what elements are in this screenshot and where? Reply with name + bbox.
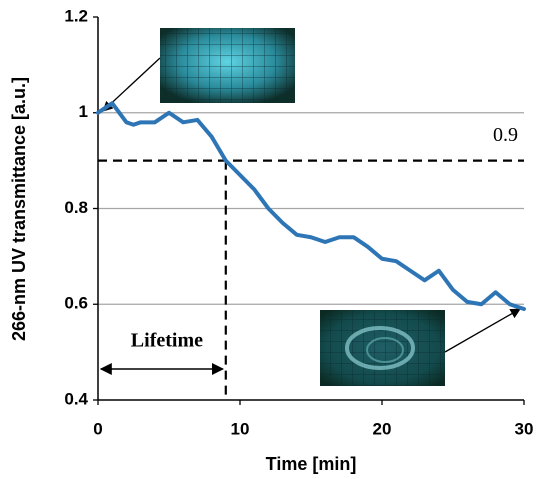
inset-photo-end bbox=[320, 308, 521, 386]
y-tick-label: 1 bbox=[79, 102, 88, 121]
x-tick-label: 30 bbox=[515, 419, 534, 438]
x-tick-label: 10 bbox=[231, 419, 250, 438]
y-axis-label: 266-nm UV transmittance [a.u.] bbox=[9, 77, 29, 341]
x-axis-label: Time [min] bbox=[266, 454, 357, 474]
annotation: Lifetime bbox=[131, 330, 203, 352]
y-tick-label: 0.4 bbox=[64, 389, 88, 408]
y-tick-label: 0.6 bbox=[64, 294, 88, 313]
inset-photo-start bbox=[102, 28, 295, 112]
data-line bbox=[96, 101, 526, 312]
x-tick-label: 0 bbox=[93, 419, 102, 438]
y-tick-label: 1.2 bbox=[64, 6, 88, 25]
threshold-label: 0.9 bbox=[493, 124, 518, 146]
y-tick-label: 0.8 bbox=[64, 198, 88, 217]
x-tick-label: 20 bbox=[373, 419, 392, 438]
